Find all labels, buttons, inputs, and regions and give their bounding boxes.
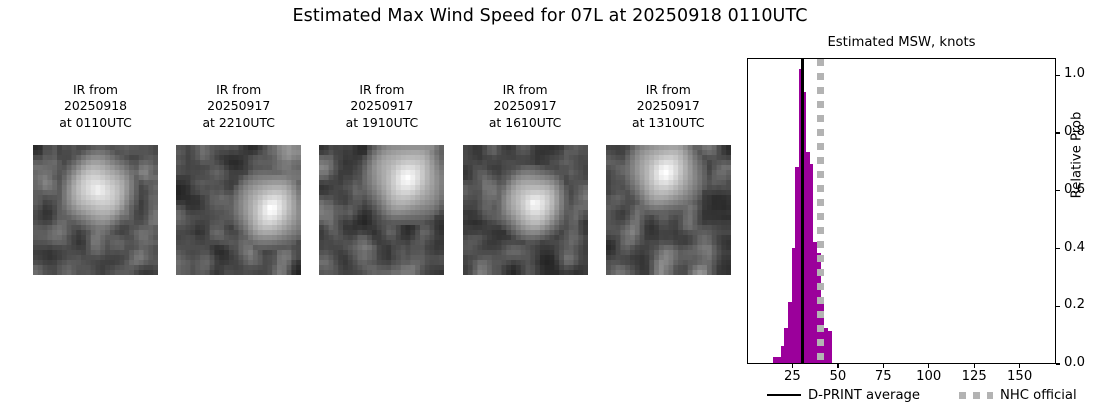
dprint-average-line [801,59,804,363]
ir-panel-caption: IR from 20250917 at 1610UTC [488,82,562,130]
y-axis-tick-label: 1.0 [1064,66,1085,82]
y-axis-tick [1056,247,1060,250]
ir-satellite-image [33,145,158,275]
x-axis-tick [1018,364,1021,368]
y-axis-tick [1056,190,1060,192]
x-axis-tick-label: 125 [961,369,987,384]
y-axis-tick-label: 0.8 [1064,124,1085,140]
histogram-bar [791,247,796,363]
histogram-bar [777,357,781,363]
y-axis-tick-label: 0.4 [1064,239,1085,255]
ir-panel-2: IR from 20250917 at 2210UTC [176,82,302,275]
nhc-official-line [817,59,825,363]
x-axis-tick-label: 25 [784,369,801,384]
ir-panel-strip: IR from 20250918 at 0110UTC IR from 20250… [0,82,744,282]
y-axis-tick [1056,132,1060,134]
y-axis-tick-label: 0.6 [1064,181,1085,197]
y-axis-tick [1056,305,1060,307]
ir-satellite-image [462,145,588,275]
histogram-bar [787,302,792,363]
y-axis-tick-label: 0.0 [1064,355,1085,370]
histogram-bar [784,328,788,363]
histogram-bar [773,357,778,363]
y-axis-tick [1056,363,1060,365]
histogram-bar [795,166,799,363]
legend-line-swatch [767,393,801,397]
histogram-bar [824,328,828,363]
legend-label: NHC official [1000,387,1077,403]
x-axis-tick [973,364,975,368]
plot-area [747,58,1056,364]
ir-panel-1: IR from 20250918 at 0110UTC [33,82,158,275]
histogram-bar [809,163,814,363]
histogram-bar [827,331,832,363]
ir-satellite-image [605,145,731,275]
ir-panel-caption: IR from 20250917 at 1310UTC [632,82,705,130]
ir-satellite-image [176,145,302,275]
x-axis-tick [791,364,794,368]
ir-panel-caption: IR from 20250918 at 0110UTC [59,82,132,130]
ir-panel-5: IR from 20250917 at 1310UTC [605,82,731,275]
msw-histogram-chart: 25 50 75 100 125 150 0.0 0.2 0.4 0.6 0.8 1.0 [747,58,1085,384]
chart-title: Estimated MSW, knots [827,35,976,50]
ir-satellite-image [319,145,445,275]
y-axis-label: Relative Prob [1069,111,1085,199]
y-axis-tick-label: 0.2 [1064,297,1085,313]
page-title: Estimated Max Wind Speed for 07L at 2025… [292,6,808,26]
chart-legend: D-PRINT average NHC official [747,386,1077,406]
ir-panel-caption: IR from 20250917 at 1910UTC [345,82,419,130]
histogram-bar [802,91,807,363]
x-axis-tick-label: 150 [1007,369,1033,384]
y-axis-tick [1056,74,1060,76]
histogram-bar [798,68,803,363]
histogram-bar [813,241,818,363]
histogram-bar [780,345,785,363]
ir-panel-3: IR from 20250917 at 1910UTC [319,82,445,275]
x-axis-tick-label: 50 [829,369,847,384]
legend-dotted-swatch [959,391,993,399]
ir-panel-4: IR from 20250917 at 1610UTC [462,82,588,275]
x-axis-tick-label: 100 [916,369,942,384]
legend-entry-1: D-PRINT average [767,386,920,404]
legend-entry-2: NHC official [959,386,1077,404]
x-axis-tick [837,364,839,368]
ir-panel-caption: IR from 20250917 at 2210UTC [202,82,275,130]
x-axis-tick-label: 75 [874,369,892,384]
x-axis-tick [928,364,930,368]
histogram-bar [806,152,810,363]
legend-label: D-PRINT average [808,387,921,403]
x-axis-tick [882,364,884,368]
